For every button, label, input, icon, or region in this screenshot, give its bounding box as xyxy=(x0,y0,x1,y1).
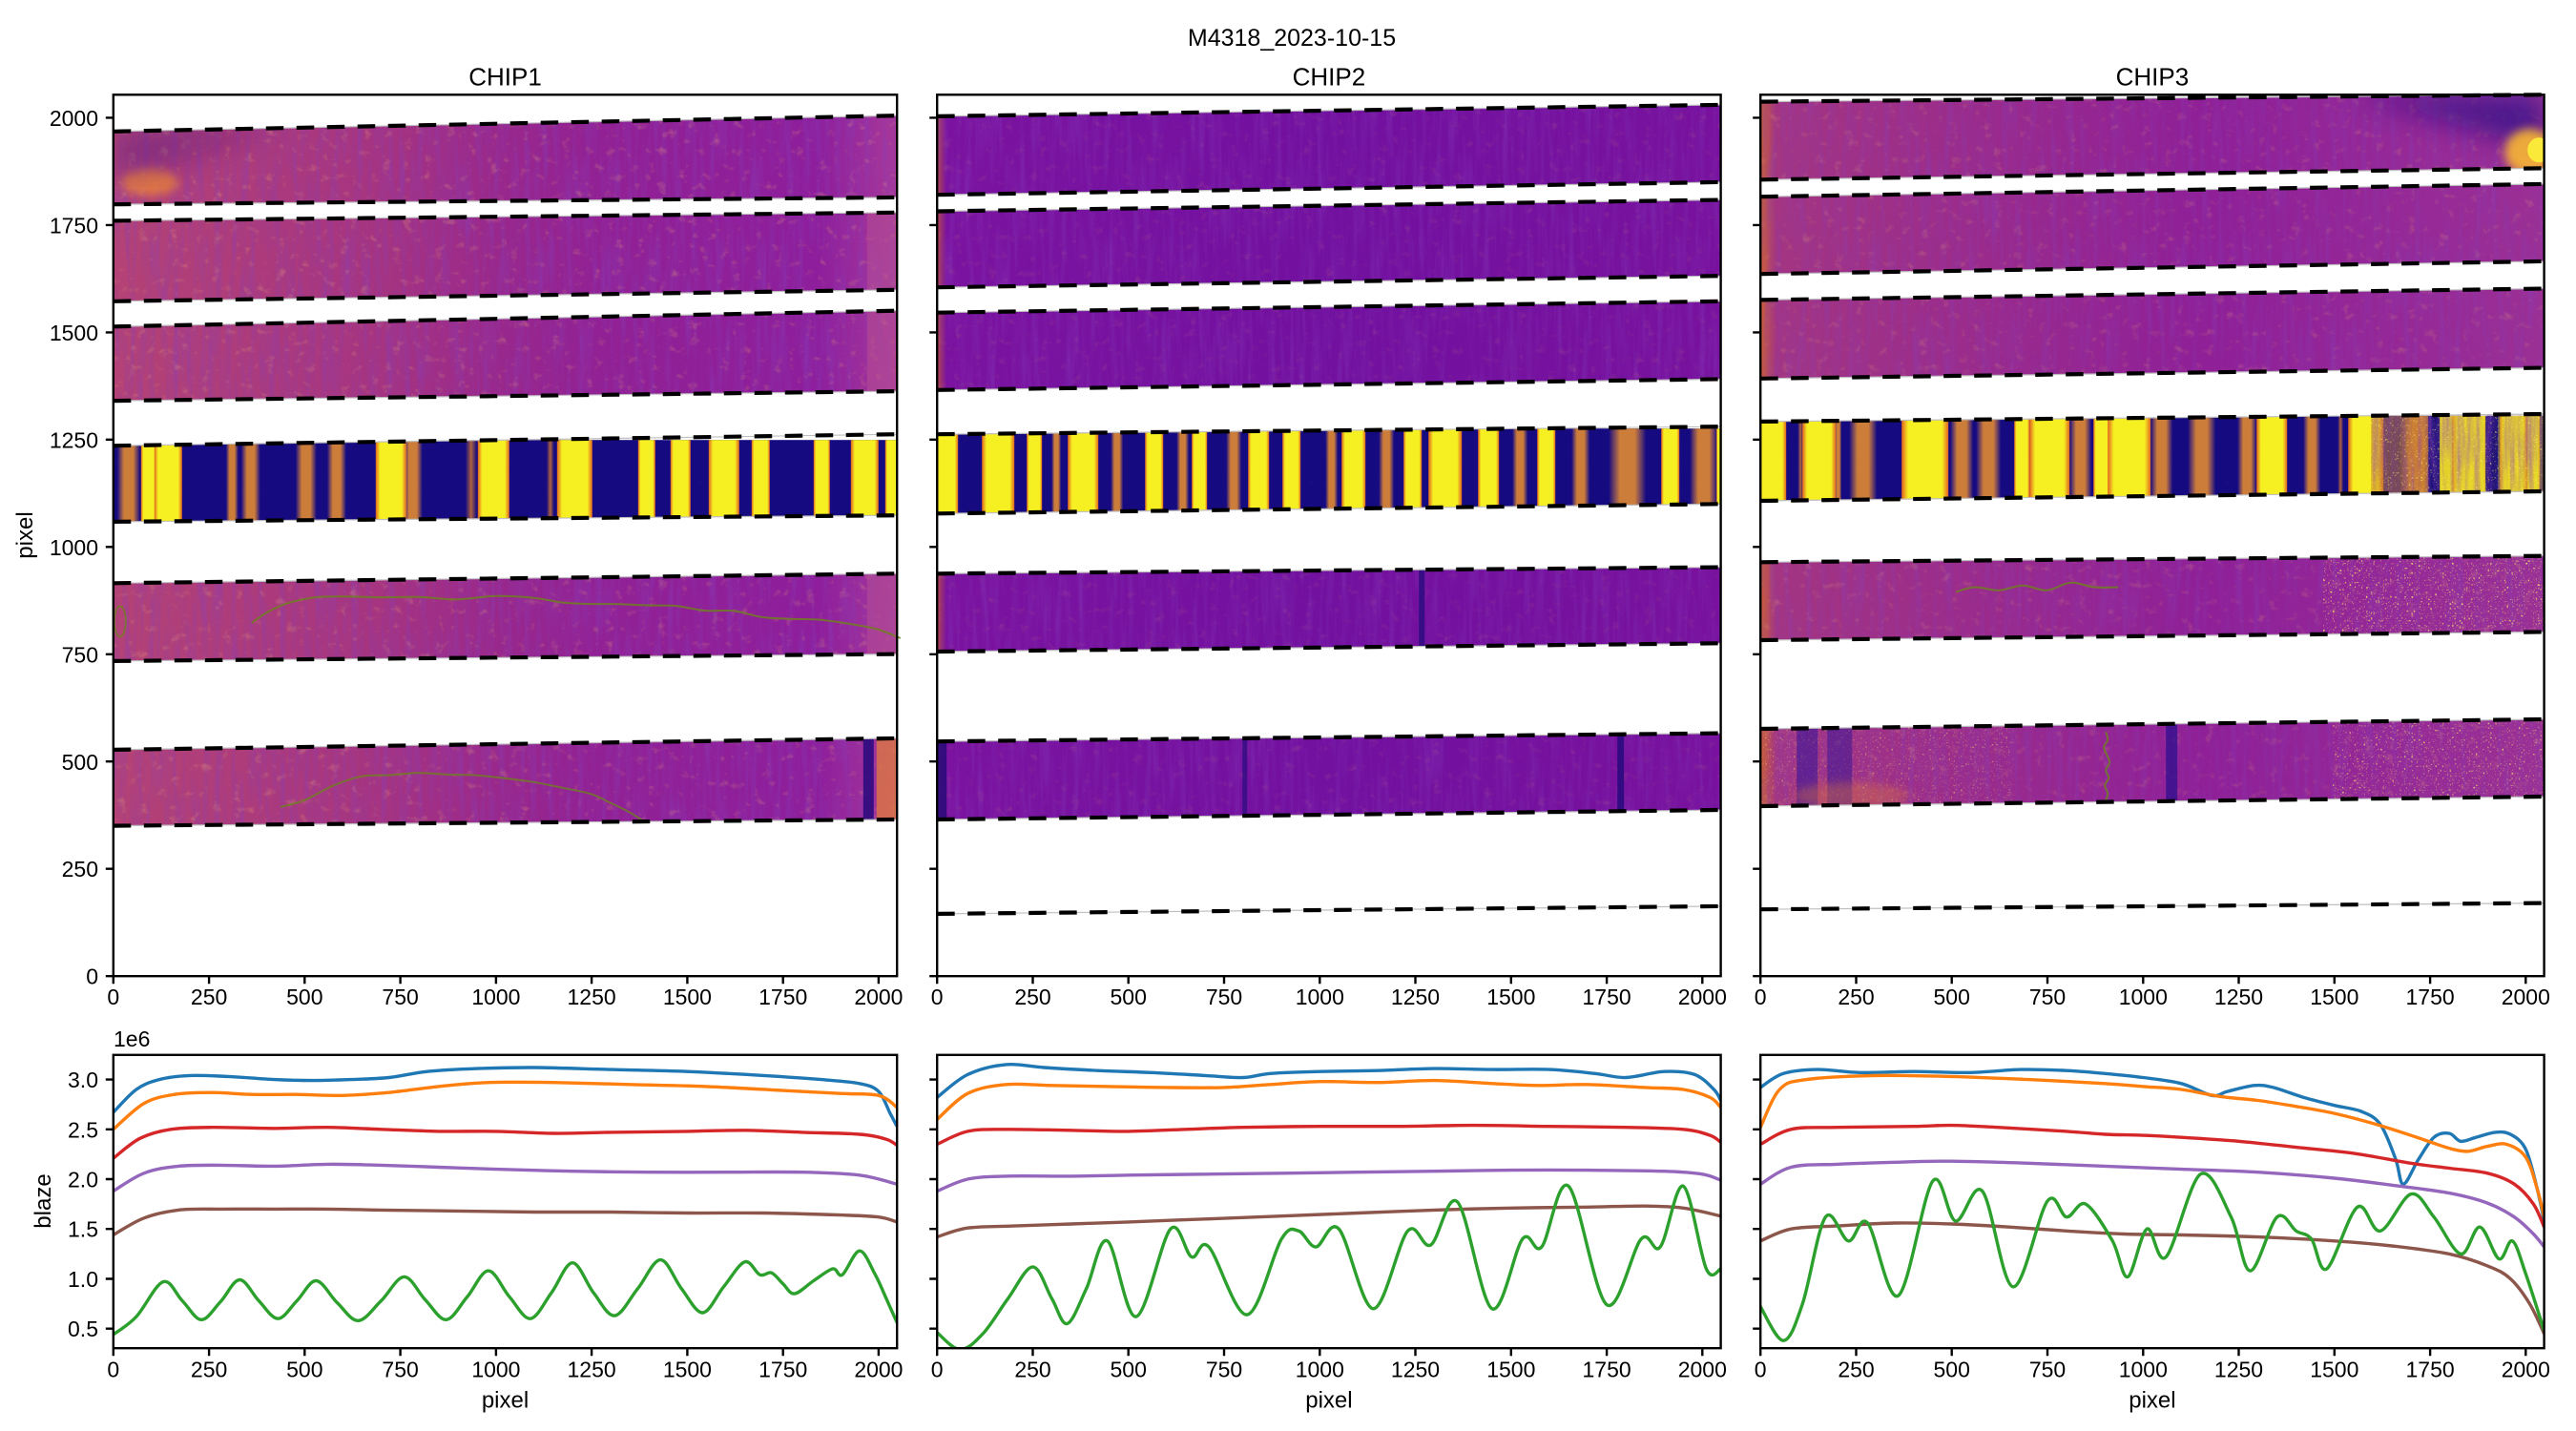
svg-text:500: 500 xyxy=(62,750,98,775)
svg-text:750: 750 xyxy=(1206,1358,1242,1382)
svg-text:blaze: blaze xyxy=(31,1173,56,1228)
svg-text:750: 750 xyxy=(1206,985,1242,1009)
svg-text:1000: 1000 xyxy=(471,985,520,1009)
svg-text:250: 250 xyxy=(191,985,227,1009)
svg-text:CHIP1: CHIP1 xyxy=(468,63,542,92)
svg-text:1000: 1000 xyxy=(50,535,98,560)
svg-text:1500: 1500 xyxy=(1486,1358,1535,1382)
svg-text:1250: 1250 xyxy=(2214,1358,2263,1382)
svg-text:CHIP2: CHIP2 xyxy=(1293,63,1366,92)
svg-text:500: 500 xyxy=(1934,985,1970,1009)
svg-text:2.5: 2.5 xyxy=(68,1117,98,1142)
svg-text:1750: 1750 xyxy=(50,213,98,238)
svg-text:2000: 2000 xyxy=(854,985,903,1009)
svg-text:500: 500 xyxy=(1111,985,1147,1009)
svg-text:1250: 1250 xyxy=(568,985,616,1009)
svg-text:1250: 1250 xyxy=(568,1358,616,1382)
svg-text:250: 250 xyxy=(1838,1358,1874,1382)
svg-text:250: 250 xyxy=(1014,985,1050,1009)
svg-text:1250: 1250 xyxy=(2214,985,2263,1009)
svg-text:1500: 1500 xyxy=(50,321,98,345)
svg-text:3.0: 3.0 xyxy=(68,1068,98,1092)
svg-text:2000: 2000 xyxy=(2502,1358,2550,1382)
svg-text:500: 500 xyxy=(1111,1358,1147,1382)
svg-text:1500: 1500 xyxy=(1486,985,1535,1009)
svg-text:500: 500 xyxy=(1934,1358,1970,1382)
svg-text:1000: 1000 xyxy=(2119,985,2168,1009)
svg-text:0: 0 xyxy=(107,1358,119,1382)
svg-text:1750: 1750 xyxy=(1583,1358,1631,1382)
svg-text:0.5: 0.5 xyxy=(68,1317,98,1341)
svg-text:1750: 1750 xyxy=(1583,985,1631,1009)
svg-text:0: 0 xyxy=(1755,985,1767,1009)
svg-text:0: 0 xyxy=(931,985,944,1009)
svg-text:250: 250 xyxy=(62,857,98,881)
svg-text:1.5: 1.5 xyxy=(68,1217,98,1242)
svg-text:1000: 1000 xyxy=(471,1358,520,1382)
svg-text:500: 500 xyxy=(286,985,322,1009)
svg-text:750: 750 xyxy=(382,985,418,1009)
svg-text:1000: 1000 xyxy=(1296,1358,1344,1382)
svg-text:1500: 1500 xyxy=(2310,1358,2358,1382)
svg-text:250: 250 xyxy=(1014,1358,1050,1382)
svg-text:pixel: pixel xyxy=(2129,1388,2175,1414)
svg-text:1000: 1000 xyxy=(1296,985,1344,1009)
svg-text:1750: 1750 xyxy=(758,1358,807,1382)
svg-text:750: 750 xyxy=(2029,1358,2066,1382)
svg-text:2000: 2000 xyxy=(50,106,98,131)
svg-text:1500: 1500 xyxy=(663,985,712,1009)
svg-text:1750: 1750 xyxy=(758,985,807,1009)
svg-text:750: 750 xyxy=(2029,985,2066,1009)
svg-text:2000: 2000 xyxy=(1678,1358,1727,1382)
svg-text:pixel: pixel xyxy=(1305,1388,1352,1414)
svg-text:500: 500 xyxy=(286,1358,322,1382)
svg-text:CHIP3: CHIP3 xyxy=(2116,63,2190,92)
svg-text:250: 250 xyxy=(191,1358,227,1382)
svg-text:1.0: 1.0 xyxy=(68,1267,98,1292)
svg-text:pixel: pixel xyxy=(12,511,38,558)
svg-text:2000: 2000 xyxy=(1678,985,1727,1009)
svg-text:1250: 1250 xyxy=(50,427,98,452)
svg-text:2000: 2000 xyxy=(2502,985,2550,1009)
svg-text:1500: 1500 xyxy=(2310,985,2358,1009)
svg-text:250: 250 xyxy=(1838,985,1874,1009)
svg-text:0: 0 xyxy=(1755,1358,1767,1382)
svg-text:M4318_2023-10-15: M4318_2023-10-15 xyxy=(1188,25,1396,52)
svg-text:1250: 1250 xyxy=(1391,985,1440,1009)
svg-text:1750: 1750 xyxy=(2406,985,2455,1009)
svg-text:1750: 1750 xyxy=(2406,1358,2455,1382)
svg-text:pixel: pixel xyxy=(482,1388,529,1414)
svg-text:2.0: 2.0 xyxy=(68,1168,98,1192)
svg-text:1500: 1500 xyxy=(663,1358,712,1382)
svg-text:1e6: 1e6 xyxy=(114,1027,150,1051)
svg-text:0: 0 xyxy=(86,964,98,989)
svg-text:750: 750 xyxy=(382,1358,418,1382)
svg-text:1000: 1000 xyxy=(2119,1358,2168,1382)
svg-text:0: 0 xyxy=(107,985,119,1009)
svg-text:0: 0 xyxy=(931,1358,944,1382)
svg-text:1250: 1250 xyxy=(1391,1358,1440,1382)
svg-text:750: 750 xyxy=(62,642,98,667)
svg-text:2000: 2000 xyxy=(854,1358,903,1382)
